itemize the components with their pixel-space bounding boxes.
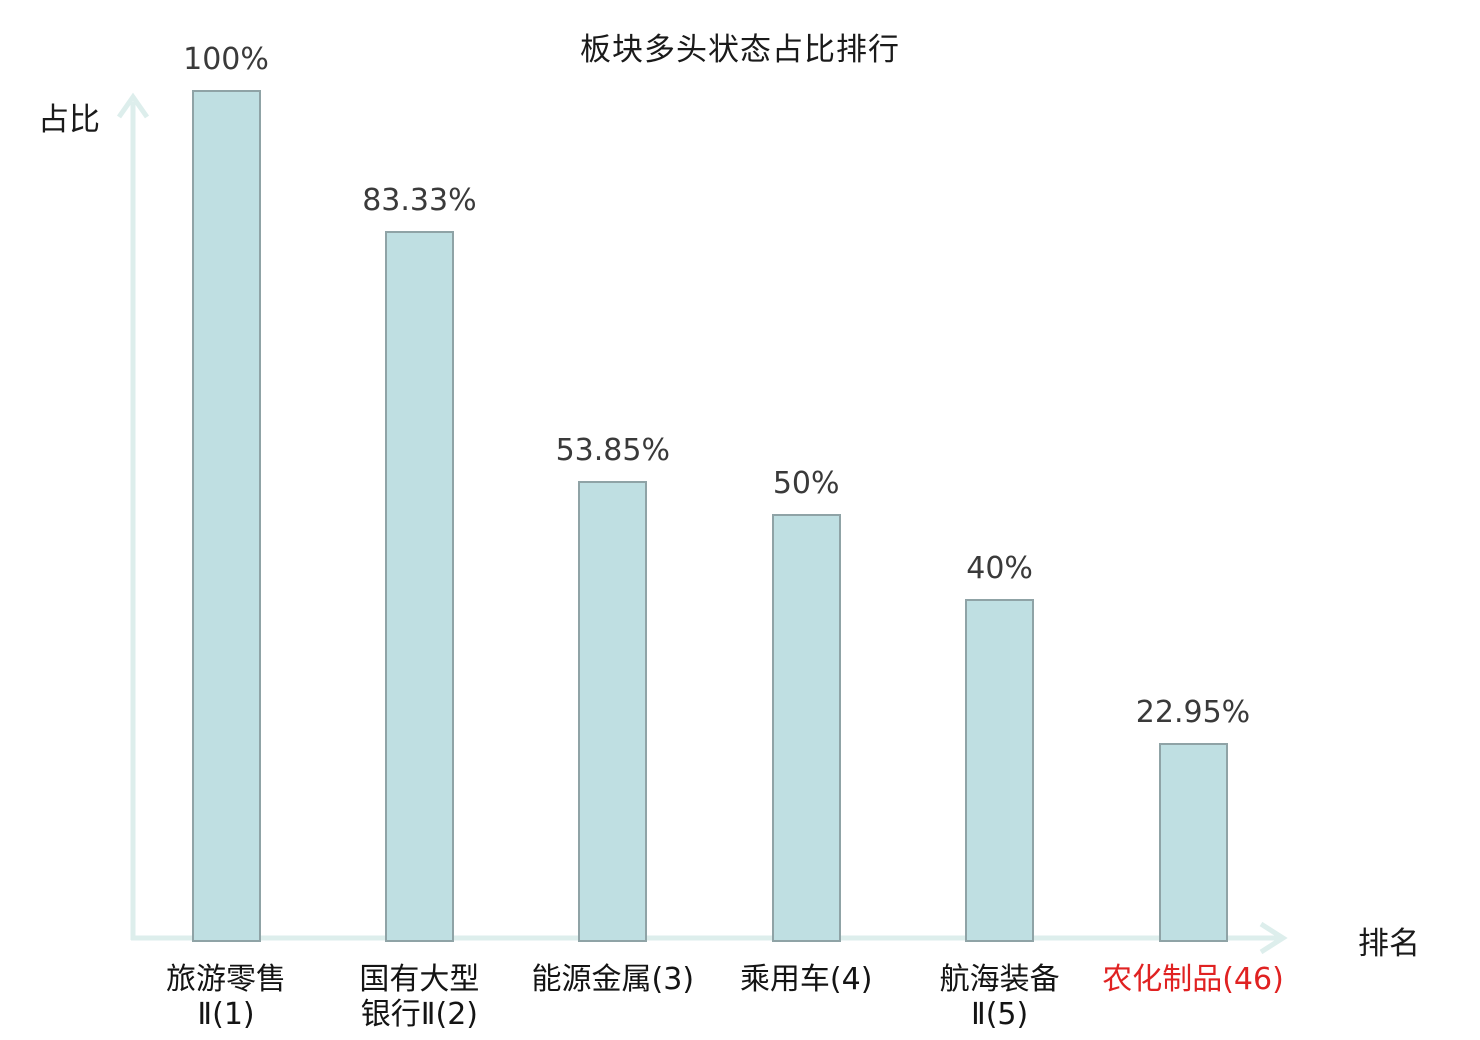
bar-4	[771, 514, 841, 942]
chart-title: 板块多头状态占比排行	[580, 32, 900, 68]
value-label-3: 53.85%	[555, 433, 670, 468]
category-label-4: 乘用车(4)	[739, 962, 873, 997]
y-axis-arrow-icon	[116, 92, 150, 119]
bar-6	[1158, 743, 1228, 942]
bar-2	[384, 231, 454, 942]
category-label-2: 国有大型 银行Ⅱ(2)	[359, 962, 480, 1033]
x-axis-label: 排名	[1358, 926, 1420, 962]
bar-1	[191, 90, 261, 942]
value-label-1: 100%	[183, 42, 269, 77]
x-axis-arrow-icon	[1259, 921, 1288, 955]
bar-5	[965, 599, 1035, 942]
category-label-1: 旅游零售 Ⅱ(1)	[166, 962, 286, 1033]
value-label-2: 83.33%	[362, 183, 477, 218]
category-label-5: 航海装备 Ⅱ(5)	[939, 962, 1060, 1033]
value-label-6: 22.95%	[1135, 695, 1251, 730]
bar-3	[578, 481, 648, 942]
category-label-6: 农化制品(46)	[1102, 962, 1284, 997]
y-axis-label: 占比	[38, 102, 100, 138]
value-label-4: 50%	[772, 466, 840, 501]
category-label-3: 能源金属(3)	[531, 962, 695, 997]
value-label-5: 40%	[966, 551, 1033, 586]
